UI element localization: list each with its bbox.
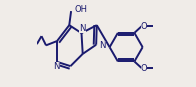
Text: N: N xyxy=(53,62,60,72)
Text: N: N xyxy=(99,41,106,50)
Text: O: O xyxy=(141,64,147,73)
Text: O: O xyxy=(141,22,147,31)
Text: N: N xyxy=(79,24,86,33)
Text: OH: OH xyxy=(74,5,87,14)
